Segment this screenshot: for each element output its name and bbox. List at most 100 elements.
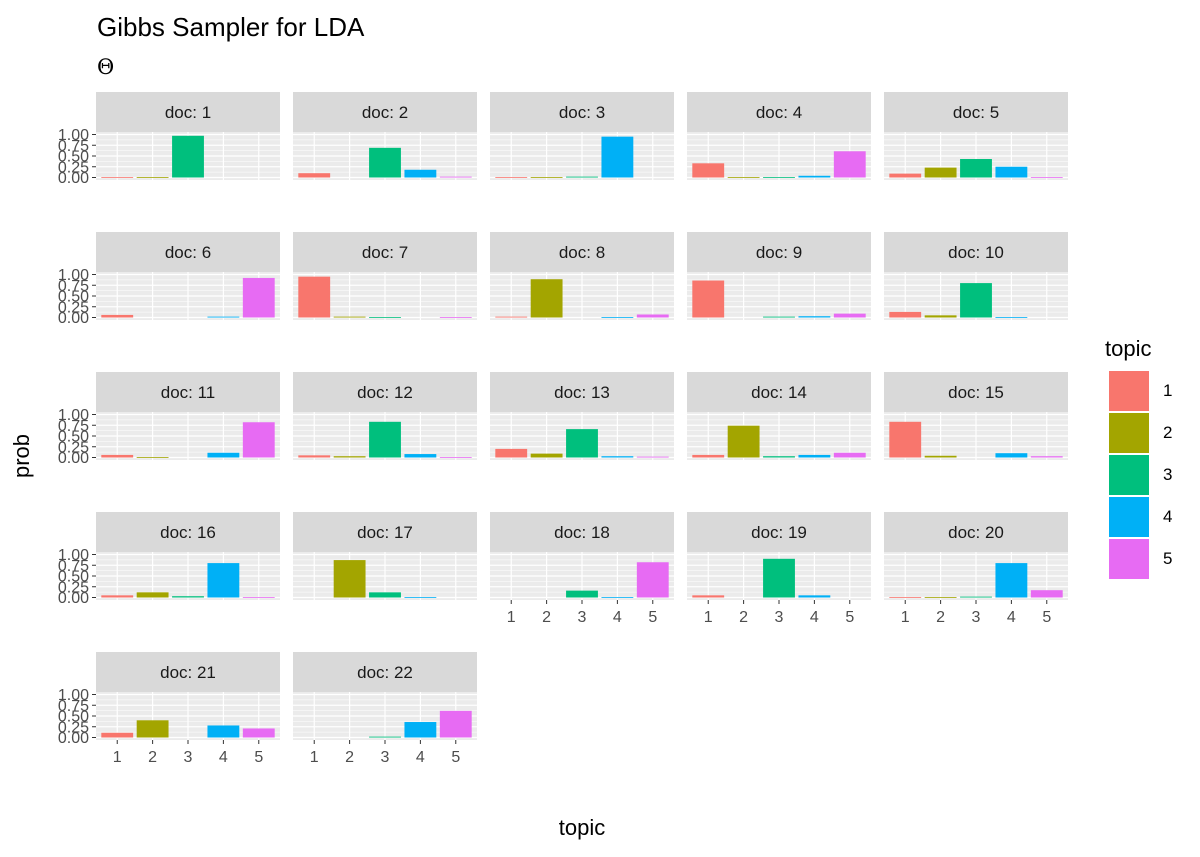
x-tick-label: 5 [451, 749, 460, 766]
bar-doc-9-topic-5 [833, 313, 866, 318]
y-tick-label: 0.00 [58, 310, 89, 327]
bar-doc-19-topic-1 [692, 595, 725, 598]
bar-doc-7-topic-3 [369, 317, 401, 318]
bar-doc-3-topic-2 [530, 177, 563, 178]
facet-strip [293, 92, 477, 132]
bar-doc-10-topic-4 [995, 317, 1028, 318]
bar-doc-20-topic-5 [1030, 590, 1063, 598]
x-tick-label: 4 [416, 749, 425, 766]
y-tick-label: 0.00 [58, 730, 89, 747]
x-tick-label: 3 [184, 749, 193, 766]
bar-doc-13-topic-2 [530, 453, 563, 458]
panel-doc-9: doc: 9 [687, 232, 871, 320]
bar-doc-5-topic-2 [924, 167, 957, 178]
bar-doc-3-topic-4 [601, 136, 634, 178]
bar-doc-1-topic-3 [172, 135, 204, 178]
bar-doc-13-topic-4 [601, 456, 634, 458]
x-tick-label: 5 [845, 609, 854, 626]
bar-doc-19-topic-4 [798, 595, 831, 598]
bar-doc-2-topic-1 [298, 173, 331, 178]
bar-doc-18-topic-3 [566, 590, 598, 598]
panel-doc-8: doc: 8 [490, 232, 674, 320]
facet-strip-label: doc: 6 [165, 243, 211, 262]
bar-doc-3-topic-1 [495, 177, 528, 178]
facet-strip [96, 372, 280, 412]
facet-strip [293, 652, 477, 692]
facet-strip [293, 512, 477, 552]
bar-doc-16-topic-3 [172, 596, 204, 598]
facet-strip-label: doc: 19 [751, 523, 807, 542]
bar-doc-12-topic-1 [298, 455, 331, 458]
facet-strip [96, 512, 280, 552]
panel-doc-12: doc: 12 [293, 372, 477, 460]
y-tick-label: 0.75 [58, 418, 89, 435]
bar-doc-14-topic-5 [833, 452, 866, 458]
facet-strip-label: doc: 2 [362, 103, 408, 122]
y-tick-label: 1.00 [58, 407, 89, 424]
panel-doc-16: doc: 16 0.000.250.500.751.00 [58, 512, 280, 607]
panel-doc-11: doc: 11 0.000.250.500.751.00 [58, 372, 280, 467]
panel-doc-19: doc: 19 1 2 3 4 5 [687, 512, 871, 626]
legend-key [1109, 455, 1149, 495]
legend-label: 2 [1163, 423, 1173, 442]
panel-doc-4: doc: 4 [687, 92, 871, 180]
bar-doc-9-topic-3 [763, 316, 795, 318]
bar-doc-4-topic-1 [692, 163, 725, 178]
facet-strip-label: doc: 17 [357, 523, 413, 542]
bar-doc-14-topic-3 [763, 456, 795, 458]
bar-doc-10-topic-2 [924, 315, 957, 318]
legend-item-topic-3: 3 [1105, 455, 1172, 497]
legend-label: 5 [1163, 549, 1173, 568]
bar-doc-9-topic-1 [692, 280, 725, 318]
x-tick-label: 1 [113, 749, 122, 766]
bar-doc-4-topic-2 [727, 177, 760, 178]
y-tick-label: 0.00 [58, 170, 89, 187]
panel-doc-7: doc: 7 [293, 232, 477, 320]
facet-strip [96, 92, 280, 132]
chart-subtitle: Θ [97, 55, 115, 79]
x-tick-label: 1 [310, 749, 319, 766]
bar-doc-5-topic-5 [1030, 177, 1063, 178]
panel-doc-14: doc: 14 [687, 372, 871, 460]
panel-doc-1: doc: 1 0.000.250.500.751.00 [58, 92, 280, 187]
bar-doc-7-topic-5 [439, 317, 472, 318]
bar-doc-13-topic-5 [636, 456, 669, 458]
panel-doc-10: doc: 10 [884, 232, 1068, 320]
y-tick-label: 0.50 [58, 709, 89, 726]
bar-doc-5-topic-3 [960, 159, 992, 178]
legend-item-topic-5: 5 [1105, 539, 1172, 581]
bar-doc-16-topic-5 [242, 597, 275, 598]
facet-strip-label: doc: 9 [756, 243, 802, 262]
facet-strip-label: doc: 22 [357, 663, 413, 682]
bar-doc-8-topic-5 [636, 314, 669, 318]
y-tick-label: 1.00 [58, 547, 89, 564]
bar-doc-4-topic-3 [763, 177, 795, 178]
y-tick-label: 0.25 [58, 439, 89, 456]
bar-doc-16-topic-2 [136, 592, 169, 598]
facet-strip [687, 512, 871, 552]
facet-strip [293, 372, 477, 412]
y-tick-label: 0.00 [58, 450, 89, 467]
y-tick-label: 0.50 [58, 149, 89, 166]
y-tick-label: 0.75 [58, 278, 89, 295]
bar-doc-12-topic-4 [404, 454, 437, 458]
legend-item-topic-2: 2 [1105, 413, 1172, 455]
bar-doc-7-topic-2 [333, 316, 366, 318]
bar-doc-12-topic-2 [333, 456, 366, 458]
bar-doc-2-topic-5 [439, 176, 472, 178]
facet-strip [687, 372, 871, 412]
bar-doc-17-topic-3 [369, 592, 401, 598]
legend-item-topic-1: 1 [1105, 371, 1172, 413]
bar-doc-6-topic-4 [207, 316, 240, 318]
bar-doc-20-topic-2 [924, 597, 957, 598]
bar-doc-14-topic-1 [692, 454, 725, 458]
bar-doc-14-topic-4 [798, 454, 831, 458]
panel-doc-17: doc: 17 [293, 512, 477, 600]
facet-strip [490, 232, 674, 272]
facet-strip [490, 372, 674, 412]
y-axis-label: prob [9, 433, 34, 479]
facet-strip-label: doc: 7 [362, 243, 408, 262]
bar-doc-13-topic-3 [566, 429, 598, 458]
x-axis-label: topic [558, 815, 606, 840]
facet-strip [884, 512, 1068, 552]
